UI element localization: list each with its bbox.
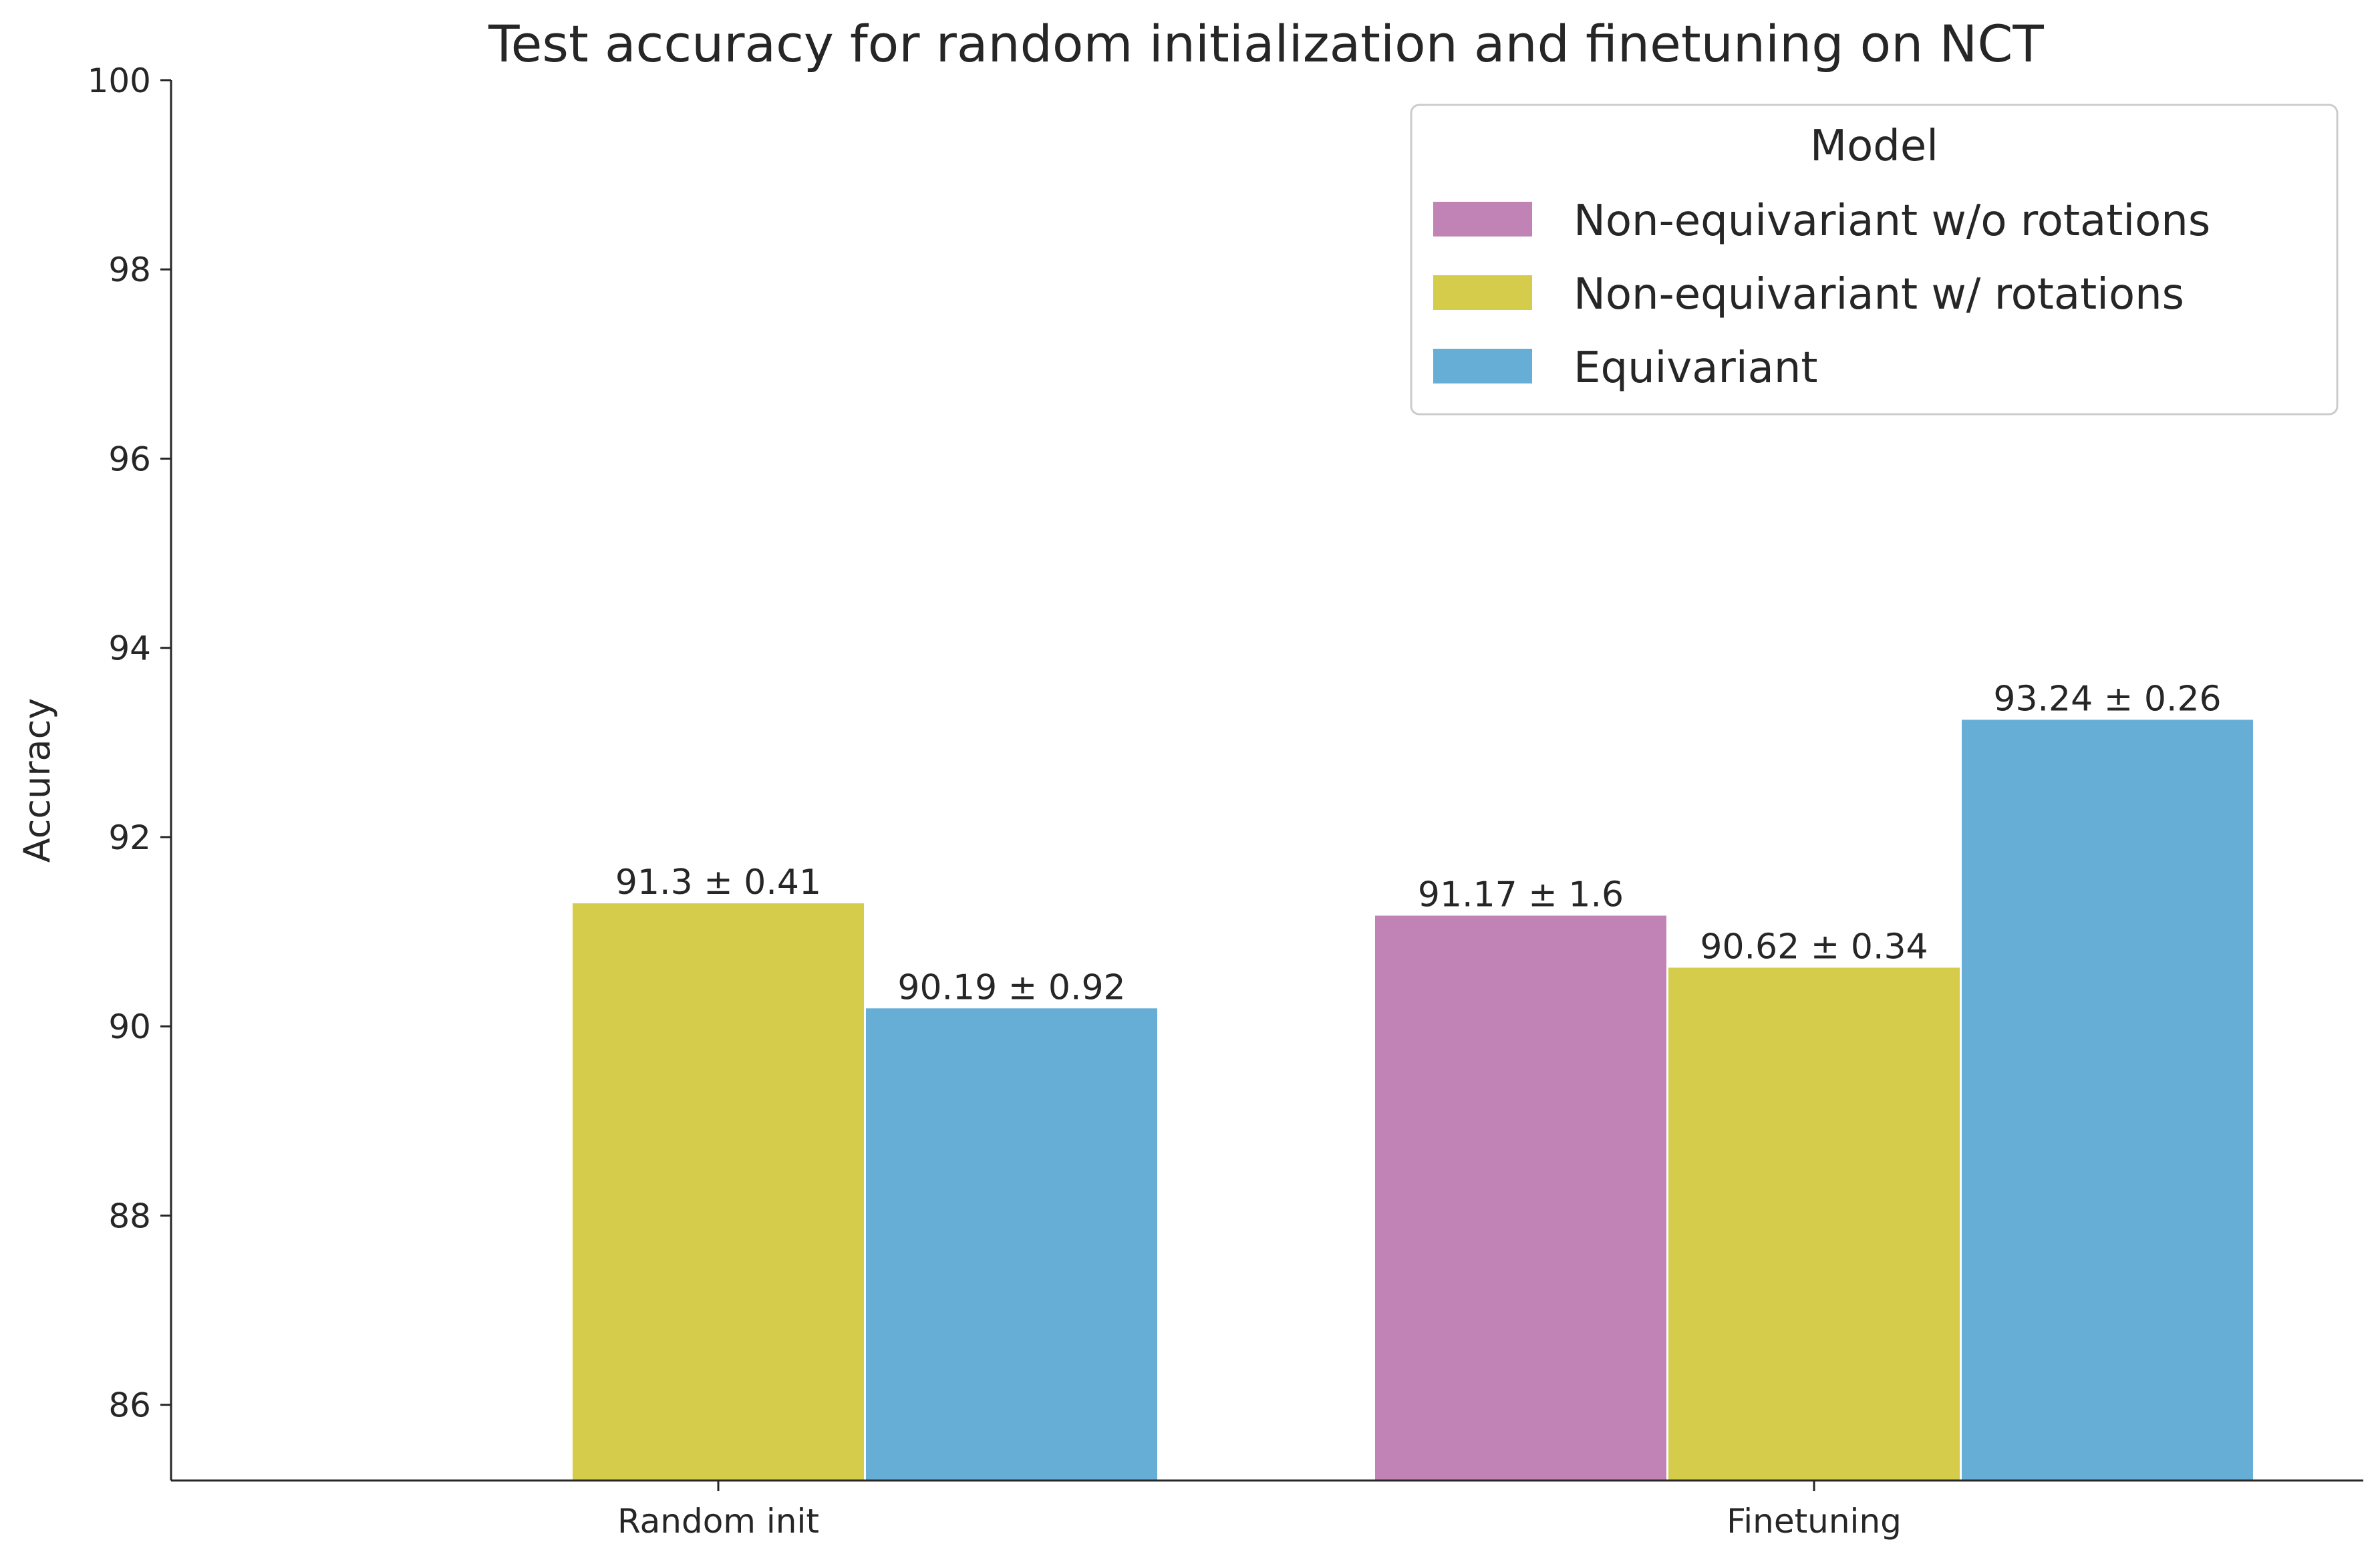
y-tick-label: 94 <box>108 629 151 668</box>
legend-entry-label: Non-equivariant w/o rotations <box>1574 196 2210 246</box>
y-axis-label: Accuracy <box>16 698 58 863</box>
y-tick-label: 98 <box>108 251 151 289</box>
chart-title: Test accuracy for random initialization … <box>488 14 2044 73</box>
bars-layer <box>573 720 2253 1481</box>
bar-labels-layer: 91.17 ± 1.6 91.3 ± 0.41 90.62 ± 0.34 90.19 … <box>615 679 2222 1007</box>
y-tick-label: 86 <box>108 1386 151 1425</box>
y-tick-label: 96 <box>108 440 151 478</box>
y-tick-label: 100 <box>88 61 151 100</box>
bar-value-label: 93.24 ± 0.26 <box>1993 679 2221 719</box>
y-tick-label: 92 <box>108 818 151 857</box>
legend-entry-label: Non-equivariant w/ rotations <box>1574 270 2184 319</box>
bar-value-label: 90.19 ± 0.92 <box>897 967 1125 1007</box>
bar <box>1962 720 2253 1481</box>
y-tick-label: 88 <box>108 1197 151 1235</box>
bar-value-label: 90.62 ± 0.34 <box>1700 927 1928 967</box>
legend-swatch <box>1433 202 1532 237</box>
bar <box>573 903 864 1481</box>
legend: Model Non-equivariant w/o rotationsNon-e… <box>1410 104 2339 416</box>
bar <box>866 1008 1157 1481</box>
legend-title: Model <box>1810 122 1938 171</box>
legend-entry-label: Equivariant <box>1574 343 1817 393</box>
bar-value-label: 91.3 ± 0.41 <box>615 863 821 903</box>
x-tick-label: Finetuning <box>1727 1502 1902 1541</box>
bar <box>1375 915 1666 1481</box>
legend-frame <box>1410 104 2339 416</box>
legend-items: Non-equivariant w/o rotations Non-equivar… <box>1433 196 2210 393</box>
legend-swatch <box>1433 349 1532 383</box>
y-tick-label: 90 <box>108 1007 151 1046</box>
axes-layer: 86 88 90 92 94 96 98 100 Random init Finetuning <box>88 61 2363 1541</box>
legend-swatch <box>1433 275 1532 310</box>
bar-value-label: 91.17 ± 1.6 <box>1418 875 1624 915</box>
x-tick-label: Random init <box>617 1502 819 1541</box>
bar <box>1668 967 1960 1481</box>
